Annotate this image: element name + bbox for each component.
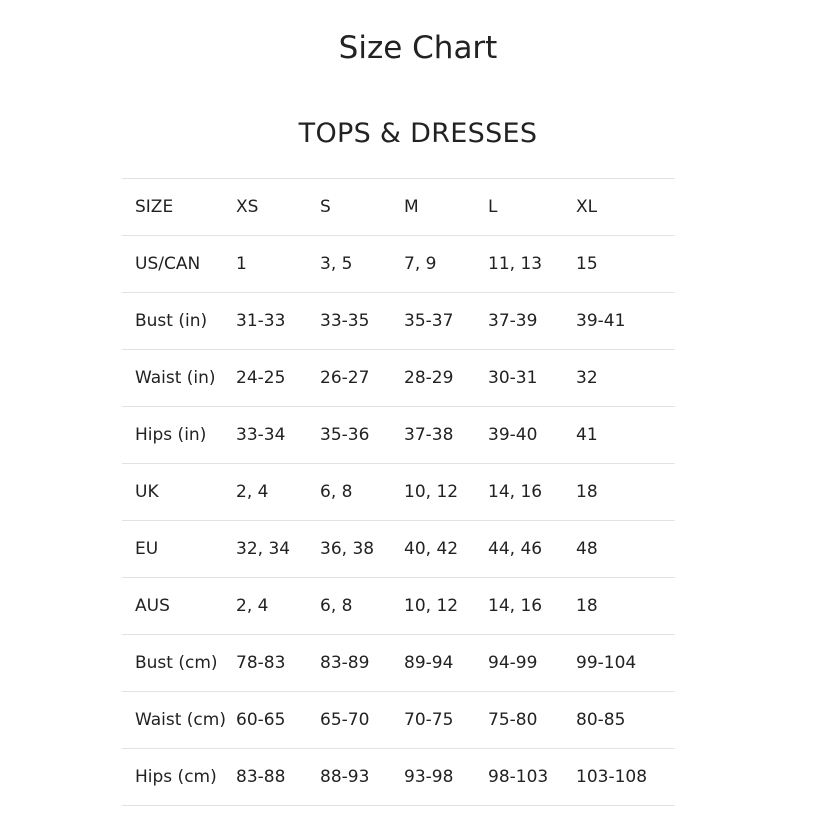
table-cell: 15 [576, 235, 675, 293]
table-cell: 30-31 [488, 349, 576, 407]
table-cell: 35-36 [320, 406, 404, 464]
table-cell: 83-88 [236, 748, 320, 806]
row-label: Bust (cm) [122, 634, 236, 692]
table-cell: 2, 4 [236, 463, 320, 521]
row-label: SIZE [122, 178, 236, 236]
table-cell: 33-34 [236, 406, 320, 464]
table-row: Waist (cm) 60-65 65-70 70-75 75-80 80-85 [122, 691, 675, 749]
table-cell: 1 [236, 235, 320, 293]
table-row: EU 32, 34 36, 38 40, 42 44, 46 48 [122, 520, 675, 578]
table-cell: 32, 34 [236, 520, 320, 578]
table-row: UK 2, 4 6, 8 10, 12 14, 16 18 [122, 463, 675, 521]
table-cell: S [320, 178, 404, 236]
table-cell: 32 [576, 349, 675, 407]
table-cell: 78-83 [236, 634, 320, 692]
row-label: AUS [122, 577, 236, 635]
table-cell: 80-85 [576, 691, 675, 749]
table-cell: 10, 12 [404, 577, 488, 635]
table-cell: 14, 16 [488, 577, 576, 635]
table-cell: 3, 5 [320, 235, 404, 293]
row-label: Waist (in) [122, 349, 236, 407]
table-row: Bust (cm) 78-83 83-89 89-94 94-99 99-104 [122, 634, 675, 692]
table-header-row: SIZE XS S M L XL [122, 178, 675, 236]
table-row: Hips (in) 33-34 35-36 37-38 39-40 41 [122, 406, 675, 464]
table-cell: 44, 46 [488, 520, 576, 578]
table-cell: 18 [576, 463, 675, 521]
table-cell: 35-37 [404, 292, 488, 350]
table-cell: 48 [576, 520, 675, 578]
table-cell: 103-108 [576, 748, 675, 806]
table-row: Hips (cm) 83-88 88-93 93-98 98-103 103-108 [122, 748, 675, 806]
table-cell: 41 [576, 406, 675, 464]
table-cell: 99-104 [576, 634, 675, 692]
table-cell: 89-94 [404, 634, 488, 692]
table-cell: 75-80 [488, 691, 576, 749]
table-cell: 60-65 [236, 691, 320, 749]
table-cell: 10, 12 [404, 463, 488, 521]
table-cell: 93-98 [404, 748, 488, 806]
table-cell: XL [576, 178, 675, 236]
table-row: US/CAN 1 3, 5 7, 9 11, 13 15 [122, 235, 675, 293]
table-cell: L [488, 178, 576, 236]
table-cell: 37-39 [488, 292, 576, 350]
table-cell: 70-75 [404, 691, 488, 749]
table-cell: 98-103 [488, 748, 576, 806]
table-cell: 11, 13 [488, 235, 576, 293]
table-cell: 40, 42 [404, 520, 488, 578]
table-row: Bust (in) 31-33 33-35 35-37 37-39 39-41 [122, 292, 675, 350]
row-label: Hips (in) [122, 406, 236, 464]
table-cell: M [404, 178, 488, 236]
table-cell: 94-99 [488, 634, 576, 692]
table-cell: 7, 9 [404, 235, 488, 293]
table-cell: 33-35 [320, 292, 404, 350]
table-cell: 65-70 [320, 691, 404, 749]
row-label: Hips (cm) [122, 748, 236, 806]
row-label: UK [122, 463, 236, 521]
table-cell: 18 [576, 577, 675, 635]
row-label: Waist (cm) [122, 691, 236, 749]
table-cell: 6, 8 [320, 463, 404, 521]
table-cell: 6, 8 [320, 577, 404, 635]
table-row: AUS 2, 4 6, 8 10, 12 14, 16 18 [122, 577, 675, 635]
table-cell: 37-38 [404, 406, 488, 464]
table-cell: 24-25 [236, 349, 320, 407]
table-cell: 2, 4 [236, 577, 320, 635]
size-chart-table: SIZE XS S M L XL US/CAN 1 3, 5 7, 9 11, 13 15 Bust (… [122, 178, 675, 806]
table-row: Waist (in) 24-25 26-27 28-29 30-31 32 [122, 349, 675, 407]
row-label: Bust (in) [122, 292, 236, 350]
page-title: Size Chart [338, 30, 498, 66]
row-label: US/CAN [122, 235, 236, 293]
table-cell: 39-41 [576, 292, 675, 350]
table-cell: 39-40 [488, 406, 576, 464]
table-cell: 28-29 [404, 349, 488, 407]
table-cell: 36, 38 [320, 520, 404, 578]
table-cell: XS [236, 178, 320, 236]
table-cell: 31-33 [236, 292, 320, 350]
section-title: TOPS & DRESSES [298, 118, 538, 149]
row-label: EU [122, 520, 236, 578]
table-cell: 83-89 [320, 634, 404, 692]
table-cell: 14, 16 [488, 463, 576, 521]
table-cell: 26-27 [320, 349, 404, 407]
table-cell: 88-93 [320, 748, 404, 806]
